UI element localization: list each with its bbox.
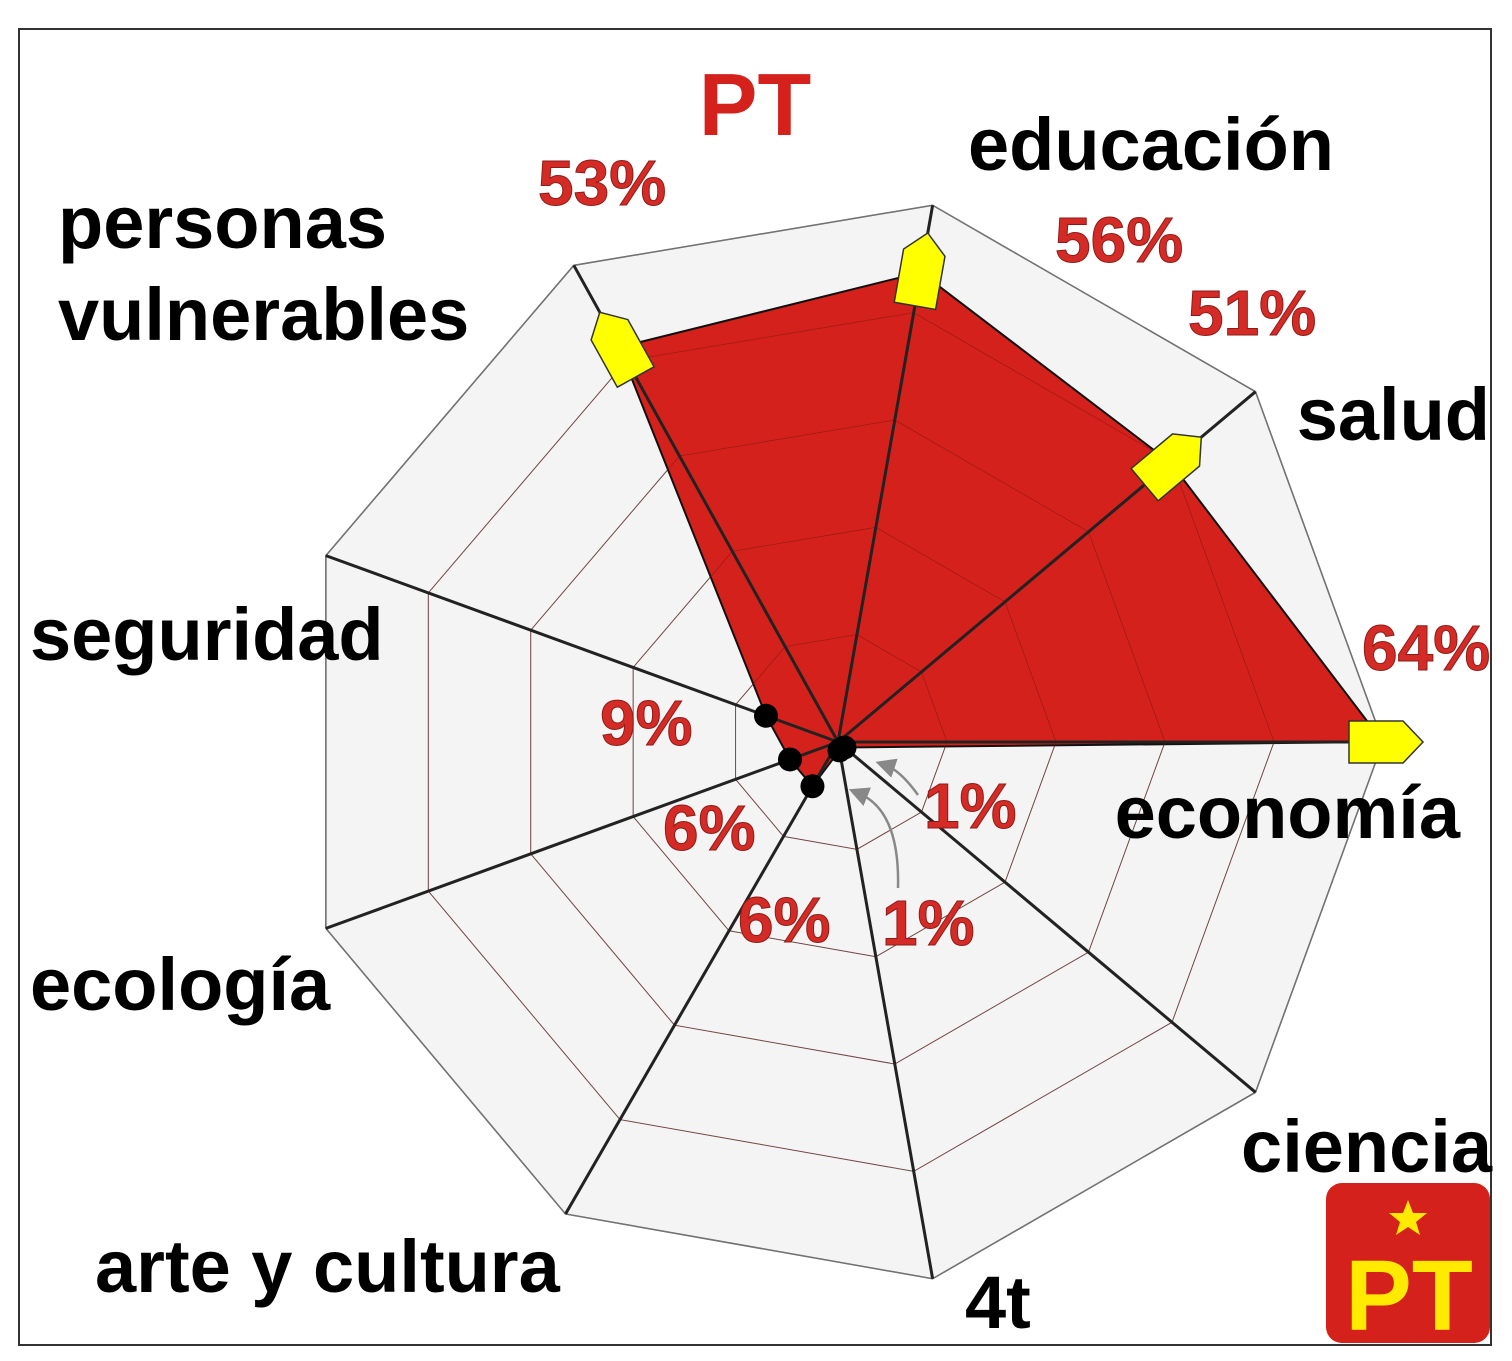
category-label-personas-vulnerables: personas vulnerables [58,181,469,356]
marker-tag [1130,433,1203,502]
value-label-ciencia: 1% [924,770,1017,842]
category-label-economia: economía [1115,771,1461,854]
value-label-educacion: 56% [1055,204,1183,276]
value-label-personas-vulnerables: 53% [538,147,666,219]
category-label-arte-y-cultura: arte y cultura [95,1225,561,1308]
grid-ring-overlay [530,419,1166,1065]
pt-logo: PT [1326,1183,1490,1352]
category-label-ecologia: ecología [30,943,331,1026]
marker-tag [893,231,946,311]
radar-markers [590,231,1425,799]
grid-ring-overlay [427,312,1275,1172]
category-label-4t: 4t [965,1261,1031,1344]
value-label-seguridad: 9% [600,687,693,759]
logo-text: PT [1345,1240,1473,1352]
category-label-salud: salud [1297,373,1490,456]
value-label-arte-y-cultura: 6% [738,884,831,956]
category-label-educacion: educación [968,103,1334,186]
radar-labels: economía 64% salud 51% educación 56% personas v… [30,103,1493,1344]
value-label-4t: 1% [882,887,975,959]
spoke [836,741,935,1279]
spoke [325,554,839,744]
grid-ring-overlay [735,634,948,850]
marker-tag [1348,720,1425,764]
marker-tag [590,311,656,389]
value-label-economia: 64% [1362,612,1490,684]
value-label-ecologia: 6% [663,792,756,864]
spoke [325,740,839,930]
spoke [837,740,1257,1094]
star-icon [1389,1200,1427,1235]
grid-ring-overlay [632,526,1057,958]
marker-dot [832,735,857,760]
category-label-ciencia: ciencia [1241,1105,1493,1188]
arrow-4t [848,787,900,889]
marker-dot [800,774,825,799]
marker-dot [777,747,802,772]
value-label-salud: 51% [1188,277,1316,349]
marker-dot [753,703,778,728]
arrow-ciencia [875,758,920,796]
grid-ring [325,204,1384,1280]
callout-arrows [848,758,920,889]
spoke [564,741,840,1215]
category-label-seguridad: seguridad [30,593,384,676]
radar-area [427,271,1386,1172]
chart-title: PT [699,55,811,154]
